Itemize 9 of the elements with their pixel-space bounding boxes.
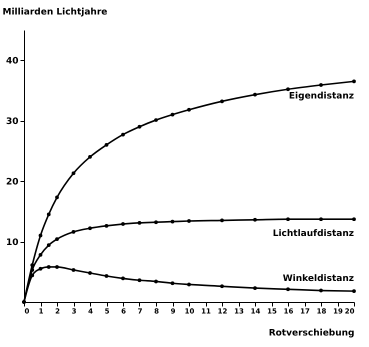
y-axis-title: Milliarden Lichtjahre [2, 8, 108, 18]
y-tick-label: 40 [6, 56, 18, 67]
y-tick-label: 30 [6, 117, 18, 128]
y-tick-label: 20 [6, 178, 18, 188]
series-label: Winkeldistanz [282, 274, 354, 284]
series-label: Lichtlaufdistanz [272, 229, 354, 240]
x-axis-title: Rotverschiebung [268, 328, 354, 338]
y-tick-label: 10 [6, 238, 18, 248]
series-label: Eigendistanz [288, 91, 354, 102]
